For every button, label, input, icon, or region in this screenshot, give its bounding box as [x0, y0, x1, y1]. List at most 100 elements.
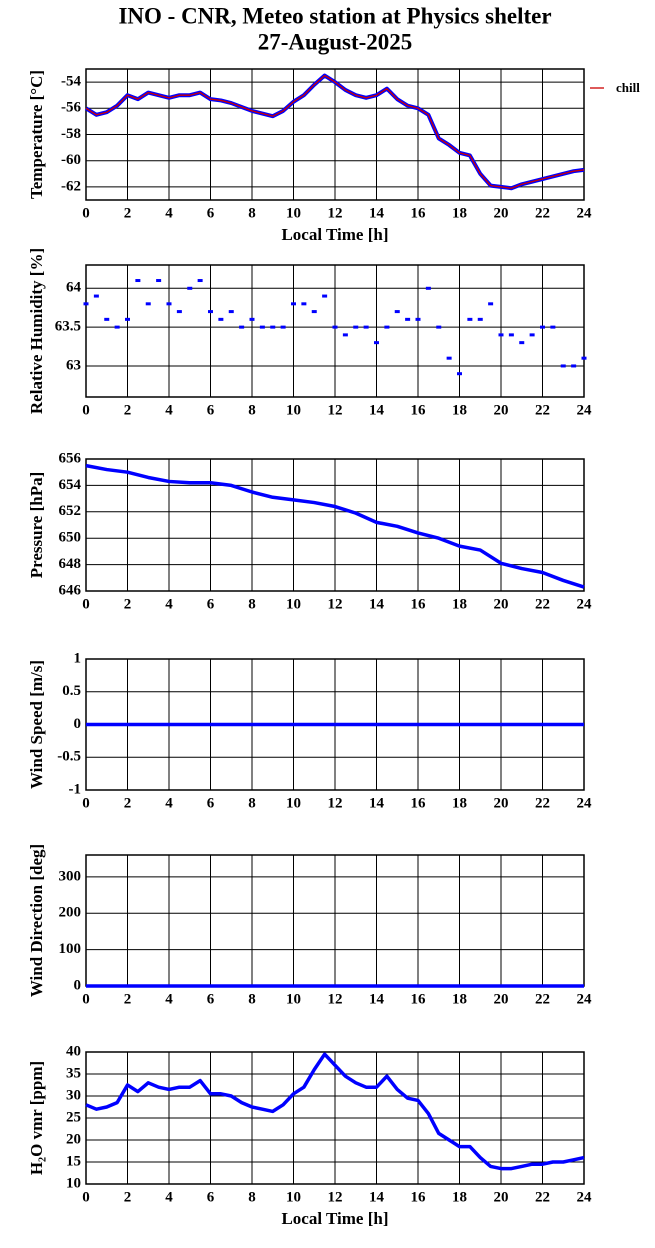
point: [125, 317, 130, 321]
x-tick-label: 14: [369, 402, 385, 418]
point: [394, 310, 400, 314]
x-tick-label: 4: [165, 795, 173, 811]
point: [560, 364, 566, 368]
point: [83, 302, 89, 306]
x-tick-label: 18: [452, 1189, 467, 1205]
x-tick-label: 16: [411, 596, 427, 612]
x-tick-label: 6: [207, 795, 215, 811]
point: [270, 325, 276, 329]
plot-frame: [85, 264, 585, 398]
x-tick-label: 12: [328, 991, 343, 1007]
point: [301, 302, 307, 306]
y-tick-label: 15: [66, 1153, 81, 1169]
x-tick-label: 10: [286, 596, 301, 612]
series-line: [85, 1052, 585, 1171]
x-tick-label: 24: [577, 795, 593, 811]
y-tick-label: 0.5: [62, 683, 81, 699]
point: [166, 302, 172, 306]
y-tick-label: 646: [59, 582, 82, 598]
x-tick-label: 10: [286, 1189, 301, 1205]
x-tick-label: 0: [82, 402, 90, 418]
y-tick-label: 10: [66, 1175, 81, 1191]
y-axis-label: Wind Speed [m/s]: [27, 660, 46, 789]
point: [415, 317, 421, 321]
subtitle: 27-August-2025: [258, 29, 413, 54]
point: [436, 325, 442, 329]
x-axis-label: Local Time [h]: [281, 1209, 388, 1228]
x-tick-label: 6: [207, 596, 215, 612]
x-tick-label: 22: [535, 205, 550, 221]
y-tick-label: 25: [66, 1109, 81, 1125]
x-tick-label: 18: [452, 205, 467, 221]
y-tick-label: -58: [61, 126, 81, 142]
y-tick-label: 1: [74, 650, 82, 666]
point: [208, 310, 213, 314]
plot-frame: [85, 458, 585, 592]
x-tick-label: 8: [248, 402, 256, 418]
x-tick-label: 20: [494, 991, 509, 1007]
x-tick-label: 8: [248, 596, 256, 612]
y-tick-label: -1: [69, 781, 82, 797]
x-tick-label: 8: [248, 795, 256, 811]
x-tick-label: 2: [124, 205, 132, 221]
y-axis-label: Temperature [°C]: [27, 70, 46, 199]
x-tick-label: 0: [82, 205, 90, 221]
x-tick-label: 2: [124, 795, 132, 811]
x-tick-label: 6: [207, 1189, 215, 1205]
x-tick-label: 20: [494, 402, 509, 418]
point: [550, 325, 556, 329]
x-tick-label: 24: [577, 991, 593, 1007]
x-tick-label: 22: [535, 402, 550, 418]
x-tick-label: 12: [328, 596, 343, 612]
point: [467, 317, 473, 321]
point: [477, 317, 483, 321]
point: [291, 302, 296, 306]
y-tick-label: 200: [59, 905, 82, 921]
point: [374, 341, 379, 345]
x-tick-label: 24: [577, 402, 593, 418]
point: [405, 317, 411, 321]
point: [322, 294, 328, 298]
x-tick-label: 0: [82, 795, 90, 811]
x-tick-label: 14: [369, 596, 385, 612]
x-tick-label: 8: [248, 991, 256, 1007]
x-tick-label: 22: [535, 596, 550, 612]
point: [176, 310, 182, 314]
y-tick-label: -56: [61, 100, 81, 116]
x-tick-label: 0: [82, 1189, 90, 1205]
x-tick-label: 8: [248, 1189, 256, 1205]
y-tick-label: 63: [66, 357, 81, 373]
plot-frame: [85, 68, 585, 201]
point: [384, 325, 390, 329]
x-tick-label: 20: [494, 596, 509, 612]
point: [145, 302, 151, 306]
x-tick-label: 8: [248, 205, 256, 221]
y-tick-label: 35: [66, 1065, 81, 1081]
point: [457, 372, 462, 376]
point: [488, 302, 494, 306]
x-tick-label: 4: [165, 991, 173, 1007]
x-tick-label: 16: [411, 795, 427, 811]
x-axis-label: Local Time [h]: [281, 225, 388, 244]
x-tick-label: 2: [124, 1189, 132, 1205]
y-axis-label: Pressure [hPa]: [27, 472, 46, 579]
y-tick-label: 20: [66, 1131, 81, 1147]
point: [519, 341, 525, 345]
x-tick-label: 16: [411, 991, 427, 1007]
x-tick-label: 6: [207, 205, 215, 221]
x-tick-label: 6: [207, 402, 215, 418]
point: [342, 333, 348, 337]
x-tick-label: 4: [165, 596, 173, 612]
title: INO - CNR, Meteo station at Physics shel…: [118, 3, 551, 28]
x-tick-label: 18: [452, 596, 467, 612]
point: [135, 279, 141, 283]
x-tick-label: 2: [124, 596, 132, 612]
point: [239, 325, 245, 329]
y-axis-label: Relative Humidity [%]: [27, 248, 46, 414]
point: [311, 310, 317, 314]
x-tick-label: 4: [165, 1189, 173, 1205]
x-tick-label: 20: [494, 795, 509, 811]
x-tick-label: 4: [165, 402, 173, 418]
point: [353, 325, 359, 329]
